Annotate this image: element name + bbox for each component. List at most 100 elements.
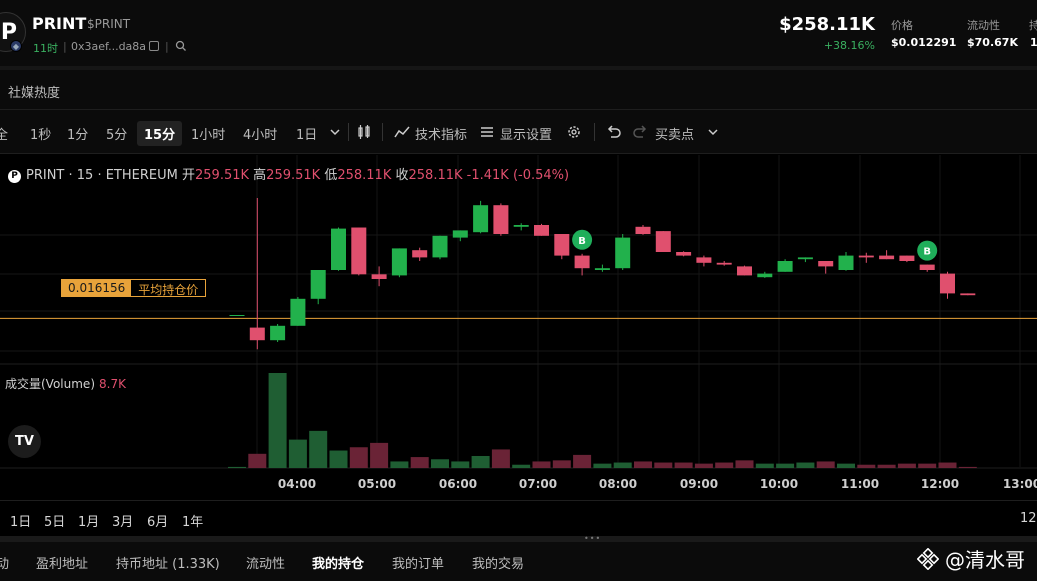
- social-heat-title: 社媒热度: [8, 86, 61, 101]
- panel-resize-handle[interactable]: •••: [0, 534, 1037, 543]
- buy-marker-label: B: [578, 236, 586, 247]
- drag-dots-icon: •••: [584, 534, 602, 543]
- redo-icon[interactable]: [632, 125, 648, 139]
- candle-body: [412, 250, 428, 258]
- range-1m[interactable]: 1月: [78, 515, 100, 530]
- time-axis-label: 05:00: [358, 477, 396, 491]
- volume-bar: [816, 461, 835, 468]
- volume-bar: [248, 453, 267, 468]
- candle-body: [290, 298, 306, 326]
- gear-icon[interactable]: [566, 124, 582, 140]
- chevron-down-icon[interactable]: [707, 127, 719, 137]
- volume-bar: [471, 455, 490, 468]
- range-1d[interactable]: 1日: [10, 515, 32, 530]
- divider: |: [165, 40, 169, 53]
- range-6m[interactable]: 6月: [147, 515, 169, 530]
- volume-bar: [755, 463, 774, 468]
- volume-bar: [288, 439, 307, 468]
- buy-marker: [572, 229, 593, 250]
- volume-bar: [390, 461, 409, 468]
- buy-marker: [917, 240, 938, 261]
- bottom-tabs: 动 盈利地址 持币地址 (1.33K) 流动性 我的持仓 我的订单 我的交易 @…: [0, 542, 1037, 581]
- tab-profit-addresses[interactable]: 盈利地址: [36, 557, 89, 572]
- volume-bar: [715, 462, 734, 468]
- tab-holders[interactable]: 持币地址 (1.33K): [116, 557, 220, 572]
- toolbar-divider: [594, 123, 595, 141]
- range-5d[interactable]: 5日: [44, 515, 66, 530]
- display-settings-icon[interactable]: [480, 126, 494, 138]
- volume-bar: [877, 464, 896, 468]
- volume-bar: [431, 459, 449, 468]
- range-3m[interactable]: 3月: [112, 515, 134, 530]
- volume-bar: [593, 463, 612, 468]
- tab-my-trades[interactable]: 我的交易: [472, 557, 525, 572]
- candle-body: [757, 273, 773, 278]
- volume-bar: [776, 463, 795, 468]
- binance-diamond-icon: [917, 547, 939, 570]
- toolbar-divider: [382, 123, 383, 141]
- candle-body: [452, 230, 468, 238]
- candlestick-chart[interactable]: B B 04:00 05:00 06:00 07:00 08:00 09:00 10:00 11:…: [0, 155, 1037, 500]
- interval-1h[interactable]: 1小时: [191, 128, 226, 143]
- market-cap-change: +38.16%: [823, 39, 875, 52]
- liquidity-value: $70.67K: [967, 36, 1018, 49]
- interval-1d[interactable]: 1日: [296, 128, 318, 143]
- token-ticker: $PRINT: [87, 17, 131, 31]
- candle-body: [594, 268, 610, 270]
- search-icon[interactable]: [175, 40, 187, 52]
- undo-icon[interactable]: [606, 125, 622, 139]
- display-settings-button[interactable]: 显示设置: [500, 128, 553, 143]
- price-chart[interactable]: B B 04:00 05:00 06:00 07:00 08:00 09:00 10:00 11:…: [0, 155, 1037, 500]
- tab-activity[interactable]: 动: [0, 557, 10, 572]
- ethereum-chain-icon: ◆: [10, 40, 22, 52]
- divider: |: [63, 40, 67, 53]
- interval-1s[interactable]: 1秒: [30, 128, 52, 143]
- interval-5m[interactable]: 5分: [106, 128, 128, 143]
- social-heat-section[interactable]: 社媒热度: [0, 70, 1037, 110]
- volume-bar: [674, 462, 693, 468]
- contract-address[interactable]: 0x3aef...da8a: [71, 40, 147, 53]
- tab-my-positions[interactable]: 我的持仓: [312, 557, 365, 572]
- interval-4h[interactable]: 4小时: [243, 128, 278, 143]
- candle-body: [249, 327, 265, 341]
- candle-body: [838, 255, 854, 270]
- legend-change: -1.41K (-0.54%): [466, 168, 570, 183]
- candle-body: [940, 273, 955, 294]
- holders-value: 1: [1030, 36, 1037, 49]
- watermark: @清水哥: [917, 544, 1025, 573]
- legend-high: 259.51K: [266, 168, 321, 183]
- time-axis-label: 10:00: [760, 477, 798, 491]
- chevron-down-icon[interactable]: [329, 127, 341, 137]
- volume-label: 成交量(Volume): [5, 377, 95, 391]
- candle-body: [351, 227, 367, 275]
- candle-body: [391, 248, 407, 276]
- tradingview-logo[interactable]: TV: [8, 425, 41, 458]
- legend-close: 258.11K: [408, 168, 463, 183]
- candle-body: [879, 255, 895, 260]
- tab-liquidity[interactable]: 流动性: [246, 557, 286, 572]
- tab-my-orders[interactable]: 我的订单: [392, 557, 445, 572]
- candle-body: [310, 270, 326, 299]
- indicators-button[interactable]: 技术指标: [415, 128, 468, 143]
- avg-position-label: 0.016156 平均持仓价: [61, 279, 207, 297]
- candle-type-icon[interactable]: [356, 124, 372, 140]
- token-name: PRINT: [32, 14, 87, 33]
- copy-icon[interactable]: [149, 41, 159, 51]
- indicator-icon[interactable]: [394, 125, 410, 139]
- volume-bar: [370, 442, 389, 468]
- candle-body: [229, 315, 245, 316]
- candle-body: [371, 274, 387, 279]
- trade-points-button[interactable]: 买卖点: [655, 128, 695, 143]
- range-1y[interactable]: 1年: [182, 515, 204, 530]
- time-axis-label: 13:00: [1003, 477, 1037, 491]
- interval-15m[interactable]: 15分: [137, 121, 183, 146]
- candle-body: [797, 257, 813, 260]
- legend-symbol: PRINT · 15 · ETHEREUM: [26, 168, 178, 183]
- volume-value: 8.7K: [99, 377, 126, 391]
- interval-1m[interactable]: 1分: [67, 128, 89, 143]
- candle-body: [513, 225, 529, 227]
- volume-bar: [573, 454, 592, 468]
- candle-body: [331, 228, 346, 270]
- market-cap: $258.11K: [779, 14, 875, 35]
- interval-all-cut[interactable]: 全: [0, 128, 9, 143]
